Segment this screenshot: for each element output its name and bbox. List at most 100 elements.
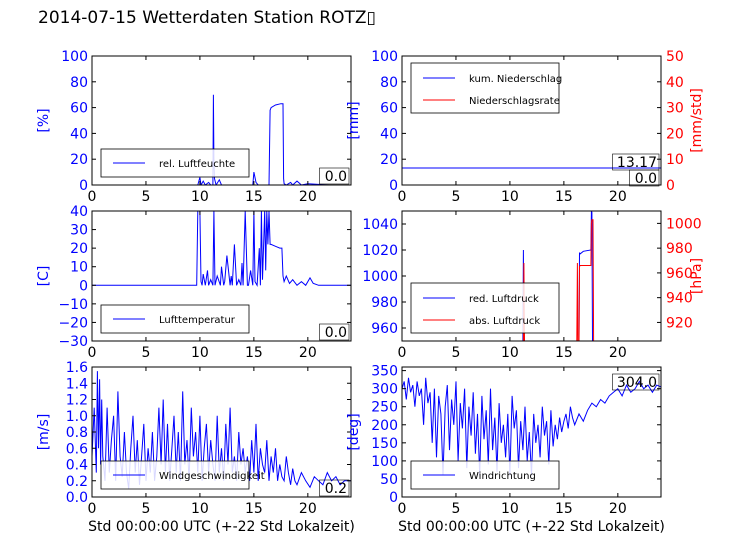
temperature-xtick-label: 5 <box>141 345 150 361</box>
humidity-ytick-label: 0 <box>79 178 88 194</box>
winddir-ytick-label: 50 <box>380 472 398 488</box>
humidity-ytick-label: 60 <box>70 101 88 117</box>
temperature-ytick-label: 0 <box>79 278 88 294</box>
winddir-panel <box>401 366 662 498</box>
temperature-series-0-line <box>92 211 351 288</box>
pressure-ylabel2: [hPa] <box>689 258 705 294</box>
pressure-ytick2-label: 1000 <box>666 216 702 232</box>
winddir-xtick-label: 10 <box>501 501 519 517</box>
precip-xtick-label: 5 <box>451 189 460 205</box>
windspeed-value-box <box>319 479 350 497</box>
windspeed-value-text: 0.2 <box>325 481 347 497</box>
windspeed-ytick-label: 0.4 <box>66 458 88 474</box>
humidity-xtick-label: 10 <box>191 189 209 205</box>
winddir-ytick-label: 200 <box>371 418 398 434</box>
precip-ytick-label: 20 <box>380 152 398 168</box>
winddir-value-box <box>612 373 660 391</box>
winddir-ytick-label: 100 <box>371 454 398 470</box>
precip-ytick2-label: 20 <box>666 126 684 142</box>
pressure-xtick-label: 0 <box>398 345 407 361</box>
pressure-ytick2-label: 960 <box>666 266 693 282</box>
precip-xtick-label: 10 <box>501 189 519 205</box>
windspeed-panel <box>91 366 352 498</box>
winddir-ylabel: [deg] <box>346 413 362 450</box>
humidity-ytick-label: 100 <box>61 49 88 65</box>
temperature-panel <box>91 210 352 342</box>
pressure-legend-label: red. Luftdruck <box>469 294 539 305</box>
pressure-series-1-line <box>522 219 595 341</box>
pressure-xtick-label: 5 <box>451 345 460 361</box>
winddir-ytick-label: 150 <box>371 436 398 452</box>
windspeed-ytick-label: 0.6 <box>66 441 88 457</box>
temperature-xtick-label: 15 <box>245 345 263 361</box>
temperature-value-box <box>319 323 350 341</box>
windspeed-xlabel: Std 00:00:00 UTC (+-22 Std Lokalzeit) <box>88 519 355 535</box>
windspeed-series-0-line <box>92 371 351 489</box>
winddir-xtick-label: 15 <box>555 501 573 517</box>
windspeed-legend-label: Windgeschwindigkeit <box>159 471 265 482</box>
humidity-ytick-label: 80 <box>70 75 88 91</box>
windspeed-ytick-label: 1.4 <box>66 376 88 392</box>
windspeed-xtick-label: 10 <box>191 501 209 517</box>
pressure-ytick-label: 1020 <box>362 243 398 259</box>
temperature-ytick-label: 20 <box>70 241 88 257</box>
precip-value-text: 13.17 <box>617 155 657 171</box>
winddir-value-text: 304.0 <box>617 375 657 391</box>
pressure-ytick-label: 1000 <box>362 269 398 285</box>
pressure-ytick2-label: 920 <box>666 315 693 331</box>
windspeed-ytick-label: 0.2 <box>66 474 88 490</box>
winddir-ytick-label: 350 <box>371 364 398 380</box>
windspeed-ylabel: [m/s] <box>36 414 52 451</box>
pressure-legend-box <box>410 282 560 334</box>
humidity-legend-label: rel. Luftfeuchte <box>159 159 235 170</box>
pressure-ytick2-label: 940 <box>666 291 693 307</box>
precip-frame <box>401 55 662 186</box>
precip-ytick2-label: 0 <box>666 178 675 194</box>
precip-legend-box <box>410 62 560 114</box>
humidity-ytick-label: 20 <box>70 152 88 168</box>
humidity-value-text: 0.0 <box>325 169 347 185</box>
precip-value-box2 <box>629 169 660 187</box>
windspeed-ytick-label: 0.8 <box>66 425 88 441</box>
windspeed-xtick-label: 20 <box>299 501 317 517</box>
precip-ytick2-label: 40 <box>666 75 684 91</box>
windspeed-ytick-label: 1.0 <box>66 409 88 425</box>
pressure-ytick2-label: 980 <box>666 241 693 257</box>
winddir-ytick-label: 0 <box>389 490 398 506</box>
humidity-value-box <box>319 167 350 185</box>
precip-ytick-label: 40 <box>380 126 398 142</box>
winddir-xtick-label: 20 <box>609 501 627 517</box>
winddir-ytick-label: 250 <box>371 400 398 416</box>
precip-value-text2: 0.0 <box>635 171 657 187</box>
humidity-panel <box>91 55 352 186</box>
pressure-ytick-label: 1040 <box>362 217 398 233</box>
pressure-ytick-label: 960 <box>371 321 398 337</box>
pressure-xtick-label: 15 <box>555 345 573 361</box>
winddir-xlabel: Std 00:00:00 UTC (+-22 Std Lokalzeit) <box>398 519 665 535</box>
precip-ylabel: [mm] <box>346 101 362 139</box>
temperature-xtick-label: 20 <box>299 345 317 361</box>
pressure-panel <box>401 210 662 342</box>
precip-ytick-label: 0 <box>389 178 398 194</box>
temperature-xtick-label: 10 <box>191 345 209 361</box>
precip-ylabel2: [mm/std] <box>689 88 705 153</box>
precip-panel <box>401 55 662 187</box>
precip-ytick2-label: 10 <box>666 152 684 168</box>
precip-xtick-label: 15 <box>555 189 573 205</box>
pressure-xtick-label: 10 <box>501 345 519 361</box>
temperature-ytick-label: −30 <box>58 334 88 350</box>
temperature-xtick-label: 0 <box>88 345 97 361</box>
temperature-ytick-label: −10 <box>58 297 88 313</box>
pressure-ytick-label: 980 <box>371 295 398 311</box>
pressure-xtick-label: 20 <box>609 345 627 361</box>
winddir-legend-label: Windrichtung <box>469 471 536 482</box>
humidity-series-0-line <box>92 94 351 185</box>
pressure-legend-label: abs. Luftdruck <box>469 316 540 327</box>
precip-legend-label: kum. Niederschlag <box>469 74 562 85</box>
winddir-xtick-label: 5 <box>451 501 460 517</box>
windspeed-ytick-label: 0.0 <box>66 490 88 506</box>
temperature-ylabel: [C] <box>36 266 52 287</box>
humidity-xtick-label: 0 <box>88 189 97 205</box>
temperature-ytick-label: −20 <box>58 315 88 331</box>
